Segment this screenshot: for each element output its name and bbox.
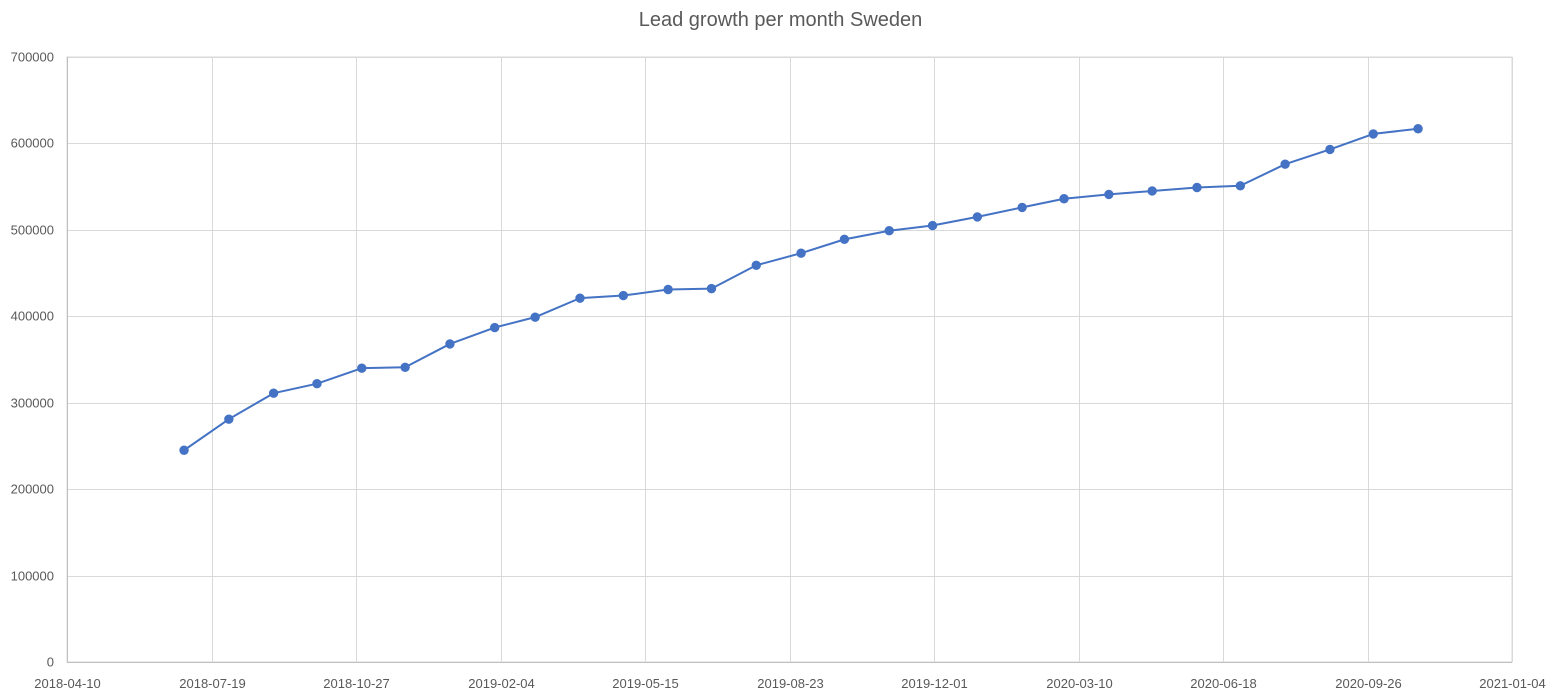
axes: 0 100000 200000 300000 400000 500000 600000 700… xyxy=(11,50,1546,692)
data-point[interactable] xyxy=(796,248,806,258)
y-tick-label: 0 xyxy=(47,655,54,670)
data-point[interactable] xyxy=(618,290,629,301)
data-point[interactable] xyxy=(530,312,540,322)
x-tick-label: 2018-07-19 xyxy=(179,676,246,691)
data-point[interactable] xyxy=(179,445,189,455)
y-tick-label: 200000 xyxy=(11,482,54,497)
data-point[interactable] xyxy=(445,339,455,349)
chart-title: Lead growth per month Sweden xyxy=(638,9,923,31)
x-tick-label: 2020-09-26 xyxy=(1335,676,1402,691)
data-point[interactable] xyxy=(1325,144,1335,155)
data-point[interactable] xyxy=(1147,186,1157,196)
x-tick-label: 2019-02-04 xyxy=(468,676,535,691)
x-tick-label: 2020-06-18 xyxy=(1190,676,1257,691)
data-point[interactable] xyxy=(663,284,673,295)
data-point[interactable] xyxy=(1235,181,1246,191)
x-tick-label: 2019-08-23 xyxy=(757,676,824,691)
data-point[interactable] xyxy=(224,414,234,424)
data-point[interactable] xyxy=(839,234,850,245)
plot-border xyxy=(66,56,1513,663)
data-point[interactable] xyxy=(884,226,894,236)
data-point[interactable] xyxy=(1413,124,1423,134)
data-point[interactable] xyxy=(706,283,717,294)
data-point[interactable] xyxy=(751,260,761,270)
y-tick-label: 500000 xyxy=(11,223,54,238)
y-tick-label: 100000 xyxy=(11,569,54,584)
y-tick-label: 700000 xyxy=(11,50,54,65)
data-point[interactable] xyxy=(1192,182,1202,193)
x-tick-label: 2020-03-10 xyxy=(1046,676,1113,691)
series-line xyxy=(183,127,1419,452)
y-tick-label: 400000 xyxy=(11,309,54,324)
y-tick-label: 300000 xyxy=(11,396,54,411)
x-tick-label: 2021-01-04 xyxy=(1479,676,1546,691)
series-layer xyxy=(179,124,1423,455)
data-point[interactable] xyxy=(490,322,500,333)
x-tick-label: 2019-12-01 xyxy=(901,676,968,691)
data-point[interactable] xyxy=(1059,194,1069,204)
data-point[interactable] xyxy=(1280,159,1290,169)
data-point[interactable] xyxy=(357,363,367,373)
data-point[interactable] xyxy=(312,379,322,389)
data-point[interactable] xyxy=(1017,202,1027,213)
data-point[interactable] xyxy=(972,212,983,222)
data-point[interactable] xyxy=(268,388,279,398)
data-point[interactable] xyxy=(575,293,585,303)
gridlines xyxy=(66,56,1513,663)
x-tick-label: 2018-04-10 xyxy=(34,676,101,691)
x-tick-label: 2018-10-27 xyxy=(323,676,390,691)
data-point[interactable] xyxy=(1368,129,1378,139)
x-tick-label: 2019-05-15 xyxy=(612,676,679,691)
data-point[interactable] xyxy=(400,362,410,372)
data-point[interactable] xyxy=(927,220,938,231)
y-tick-label: 600000 xyxy=(11,136,54,151)
data-point[interactable] xyxy=(1104,189,1114,200)
